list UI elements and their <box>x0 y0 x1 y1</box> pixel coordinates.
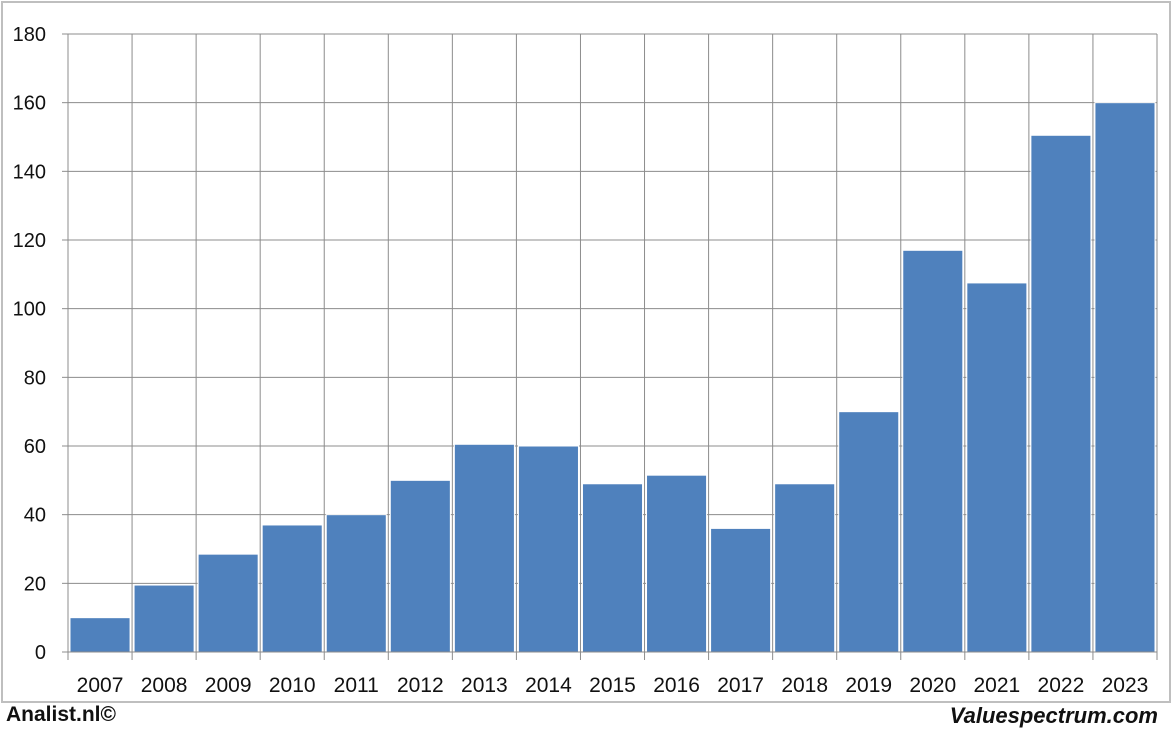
x-tick-label: 2021 <box>973 674 1020 697</box>
x-tick-label: 2007 <box>77 674 124 697</box>
x-tick-label: 2019 <box>845 674 892 697</box>
y-tick-label: 40 <box>24 505 46 527</box>
bar <box>581 483 644 653</box>
y-tick-label: 180 <box>13 24 46 46</box>
bar <box>966 282 1028 653</box>
x-tick-label: 2018 <box>781 674 828 697</box>
x-tick-label: 2017 <box>717 674 764 697</box>
x-tick-label: 2011 <box>334 674 379 697</box>
bar <box>1030 134 1092 653</box>
y-tick-label: 140 <box>13 161 46 183</box>
bar <box>902 249 964 653</box>
x-tick-label: 2008 <box>141 674 188 697</box>
x-tick-label: 2013 <box>461 674 508 697</box>
x-tick-label: 2014 <box>525 674 572 697</box>
bar <box>517 445 579 653</box>
y-tick-label: 100 <box>13 299 46 321</box>
bar <box>389 479 451 653</box>
x-tick-label: 2009 <box>205 674 252 697</box>
bar <box>261 524 323 653</box>
bar <box>1094 102 1156 653</box>
y-tick-label: 120 <box>13 230 46 252</box>
bar <box>646 474 708 653</box>
bar <box>838 411 900 653</box>
bar <box>69 617 131 653</box>
bar <box>197 553 259 653</box>
x-tick-label: 2015 <box>589 674 636 697</box>
x-tick-label: 2020 <box>909 674 956 697</box>
bar <box>133 584 195 653</box>
footer-brand-right: Valuespectrum.com <box>949 703 1158 728</box>
y-tick-label: 160 <box>13 93 46 115</box>
bar <box>774 483 836 653</box>
x-tick-label: 2010 <box>269 674 316 697</box>
bar <box>453 443 515 653</box>
y-tick-label: 60 <box>24 436 46 458</box>
y-tick-label: 0 <box>35 642 46 664</box>
y-tick-label: 80 <box>24 367 46 389</box>
x-tick-label: 2012 <box>397 674 444 697</box>
bar <box>710 527 772 653</box>
bar <box>325 514 387 653</box>
x-tick-label: 2023 <box>1102 674 1149 697</box>
y-tick-label: 20 <box>24 573 46 595</box>
footer-brand-left: Analist.nl© <box>6 703 116 726</box>
x-tick-label: 2022 <box>1038 674 1085 697</box>
x-tick-label: 2016 <box>653 674 700 697</box>
